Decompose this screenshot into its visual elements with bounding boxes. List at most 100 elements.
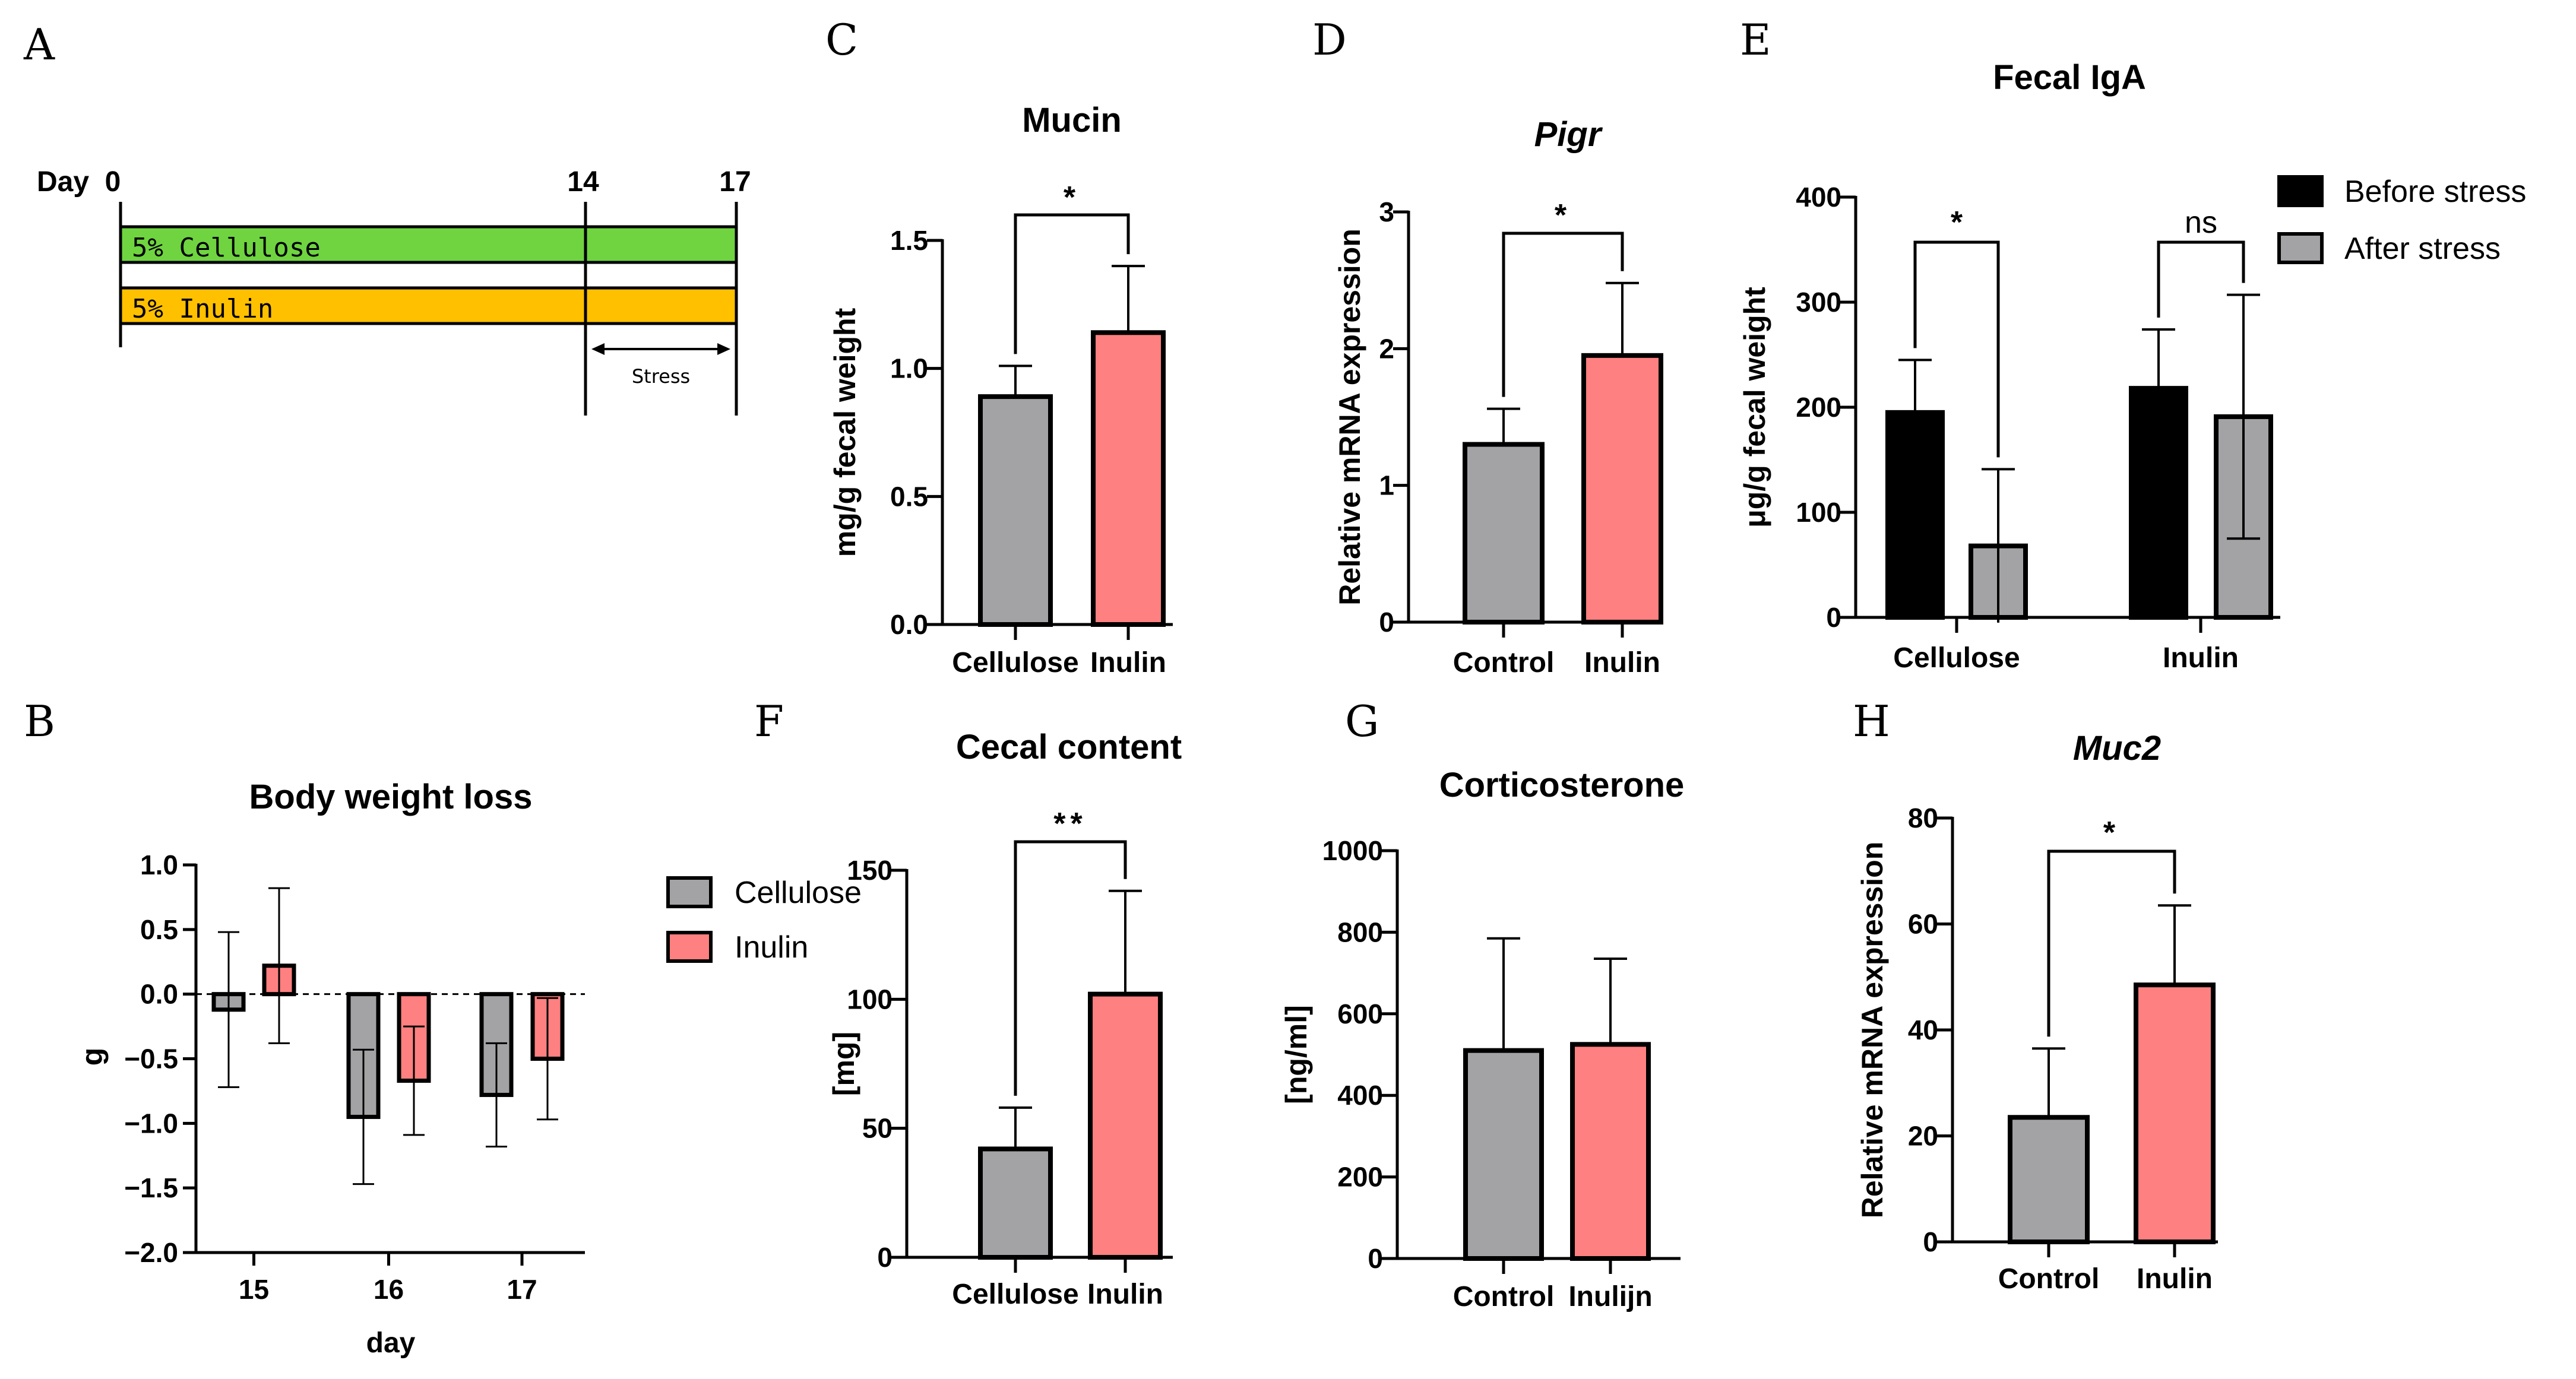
chart-body-weight-loss: Body weight loss g day 15 16 17 1.0 0.5 0.0 −0.5 −… bbox=[75, 778, 862, 1359]
y-axis-label: Relative mRNA expression bbox=[1856, 842, 1889, 1219]
panel-label-f: F bbox=[754, 696, 784, 746]
x-tick-label: Cellulose bbox=[952, 647, 1078, 679]
panel-label-c: C bbox=[825, 15, 858, 65]
y-axis-label: [ng/ml] bbox=[1280, 1005, 1313, 1104]
bar-inulijn bbox=[1570, 1042, 1651, 1261]
y-tick-label: 150 bbox=[847, 855, 893, 886]
chart-cecal-content: Cecal content [mg] Cellulose Inulin 0 50 100 15… bbox=[827, 728, 1182, 1310]
x-tick-label: 16 bbox=[374, 1274, 404, 1305]
y-tick-label: 80 bbox=[1908, 803, 1938, 833]
bar-cellulose bbox=[978, 394, 1053, 627]
y-tick-label: 200 bbox=[1337, 1162, 1383, 1193]
panel-label-e: E bbox=[1740, 15, 1771, 65]
timeline-arrow-left bbox=[591, 343, 605, 355]
timeline-inulin-bar bbox=[119, 286, 738, 325]
y-axis-label: mg/g fecal weight bbox=[828, 307, 862, 557]
significance-bracket bbox=[1014, 840, 1127, 1096]
y-tick-label: 1000 bbox=[1322, 835, 1383, 866]
legend-swatch bbox=[2277, 232, 2324, 264]
chart-pigr: Pigr Relative mRNA expression Control Inuli… bbox=[1333, 115, 1663, 679]
timeline-arrow-right bbox=[717, 343, 730, 355]
y-tick-label: 20 bbox=[1908, 1121, 1938, 1152]
x-tick-label: Inulin bbox=[2137, 1263, 2213, 1295]
x-tick-label: Control bbox=[1998, 1263, 2100, 1295]
x-tick-label: Cellulose bbox=[952, 1279, 1078, 1310]
y-axis-label: g bbox=[75, 1048, 109, 1066]
y-tick-label: 0 bbox=[1379, 607, 1394, 638]
y-tick-label: 1.0 bbox=[140, 849, 178, 880]
significance-bracket bbox=[1502, 232, 1624, 397]
x-tick-label: Control bbox=[1453, 647, 1555, 679]
timeline-day-label: Day bbox=[37, 166, 89, 198]
chart-title: Cecal content bbox=[956, 728, 1182, 766]
timeline-panel: Day 0 14 17 5% Cellulose 5% Inulin Stres… bbox=[37, 166, 751, 416]
y-tick-label: 800 bbox=[1337, 917, 1383, 947]
y-tick-label: −1.5 bbox=[124, 1172, 178, 1203]
x-tick-label: 15 bbox=[239, 1274, 269, 1305]
y-tick-label: 0 bbox=[1368, 1243, 1383, 1274]
y-tick-label: 1.0 bbox=[890, 353, 928, 384]
y-tick-label: 400 bbox=[1796, 182, 1841, 213]
bar-control bbox=[1463, 1048, 1544, 1261]
y-tick-label: −0.5 bbox=[124, 1044, 178, 1074]
legend-swatch bbox=[666, 876, 713, 908]
x-axis-label: day bbox=[366, 1327, 416, 1359]
y-tick-label: 400 bbox=[1337, 1080, 1383, 1111]
y-tick-label: −1.0 bbox=[124, 1108, 178, 1139]
significance-label: * bbox=[1951, 205, 1963, 240]
legend-label: Inulin bbox=[735, 930, 808, 965]
bar-inulin bbox=[1091, 330, 1166, 627]
significance-label: ** bbox=[1053, 807, 1087, 841]
legend-label: After stress bbox=[2344, 232, 2501, 266]
x-tick-label: Inulin bbox=[1087, 1279, 1163, 1310]
y-tick-label: 2 bbox=[1379, 333, 1394, 364]
x-tick-label: Inulin bbox=[2163, 642, 2239, 674]
bar-cellulose bbox=[978, 1146, 1053, 1260]
bar-control bbox=[1463, 442, 1545, 624]
timeline-day-0: 0 bbox=[105, 166, 121, 198]
panel-label-b: B bbox=[24, 696, 55, 746]
y-tick-label: 0.0 bbox=[140, 979, 178, 1010]
y-tick-label: 1 bbox=[1379, 470, 1394, 501]
y-tick-label: 1.5 bbox=[890, 225, 928, 256]
chart-fecal-iga: Fecal IgA μg/g fecal weight Cellulose Inuli… bbox=[1738, 58, 2526, 674]
x-tick-label: Cellulose bbox=[1893, 642, 2020, 674]
y-tick-label: 0.0 bbox=[890, 609, 928, 640]
x-tick-label: Control bbox=[1453, 1281, 1555, 1313]
x-tick-label: Inulin bbox=[1090, 647, 1166, 679]
y-tick-label: 0 bbox=[1923, 1226, 1938, 1257]
x-tick-label: 17 bbox=[507, 1274, 537, 1305]
y-tick-label: 0.5 bbox=[140, 914, 178, 945]
y-tick-label: 40 bbox=[1908, 1015, 1938, 1045]
significance-bracket bbox=[1014, 213, 1130, 354]
significance-label: * bbox=[1064, 180, 1080, 215]
chart-title: Body weight loss bbox=[249, 778, 533, 816]
timeline-day-14: 14 bbox=[567, 166, 599, 198]
timeline-day-17: 17 bbox=[719, 166, 751, 198]
y-tick-label: 200 bbox=[1796, 392, 1841, 423]
chart-title: Muc2 bbox=[2073, 729, 2161, 768]
chart-muc2: Muc2 Relative mRNA expression Control Inuli… bbox=[1856, 729, 2218, 1295]
significance-label: * bbox=[2103, 816, 2120, 850]
chart-corticosterone: Corticosterone [ng/ml] Control Inulijn 0 200 4… bbox=[1280, 766, 1684, 1313]
significance-label: * bbox=[1555, 198, 1571, 233]
y-tick-label: 300 bbox=[1796, 287, 1841, 318]
x-tick-label: Inulin bbox=[1584, 647, 1660, 679]
legend-swatch bbox=[666, 931, 713, 963]
y-tick-label: 3 bbox=[1379, 196, 1394, 227]
chart-title: Fecal IgA bbox=[1993, 58, 2146, 97]
chart-mucin: Mucin mg/g fecal weight Cellulose Inulin 0.0… bbox=[828, 101, 1173, 679]
significance-bracket bbox=[1913, 240, 2000, 458]
y-tick-label: 100 bbox=[1796, 497, 1841, 528]
y-tick-label: 600 bbox=[1337, 998, 1383, 1029]
significance-bracket bbox=[2157, 240, 2245, 318]
y-tick-label: 60 bbox=[1908, 909, 1938, 940]
bar-inulin bbox=[1581, 353, 1663, 624]
y-tick-label: 0.5 bbox=[890, 481, 928, 512]
y-axis-label: [mg] bbox=[827, 1032, 860, 1096]
y-tick-label: 0 bbox=[1826, 602, 1841, 633]
timeline-stress-label: Stress bbox=[632, 365, 690, 388]
legend-label: Before stress bbox=[2344, 175, 2526, 209]
bar-control bbox=[2008, 1115, 2090, 1244]
